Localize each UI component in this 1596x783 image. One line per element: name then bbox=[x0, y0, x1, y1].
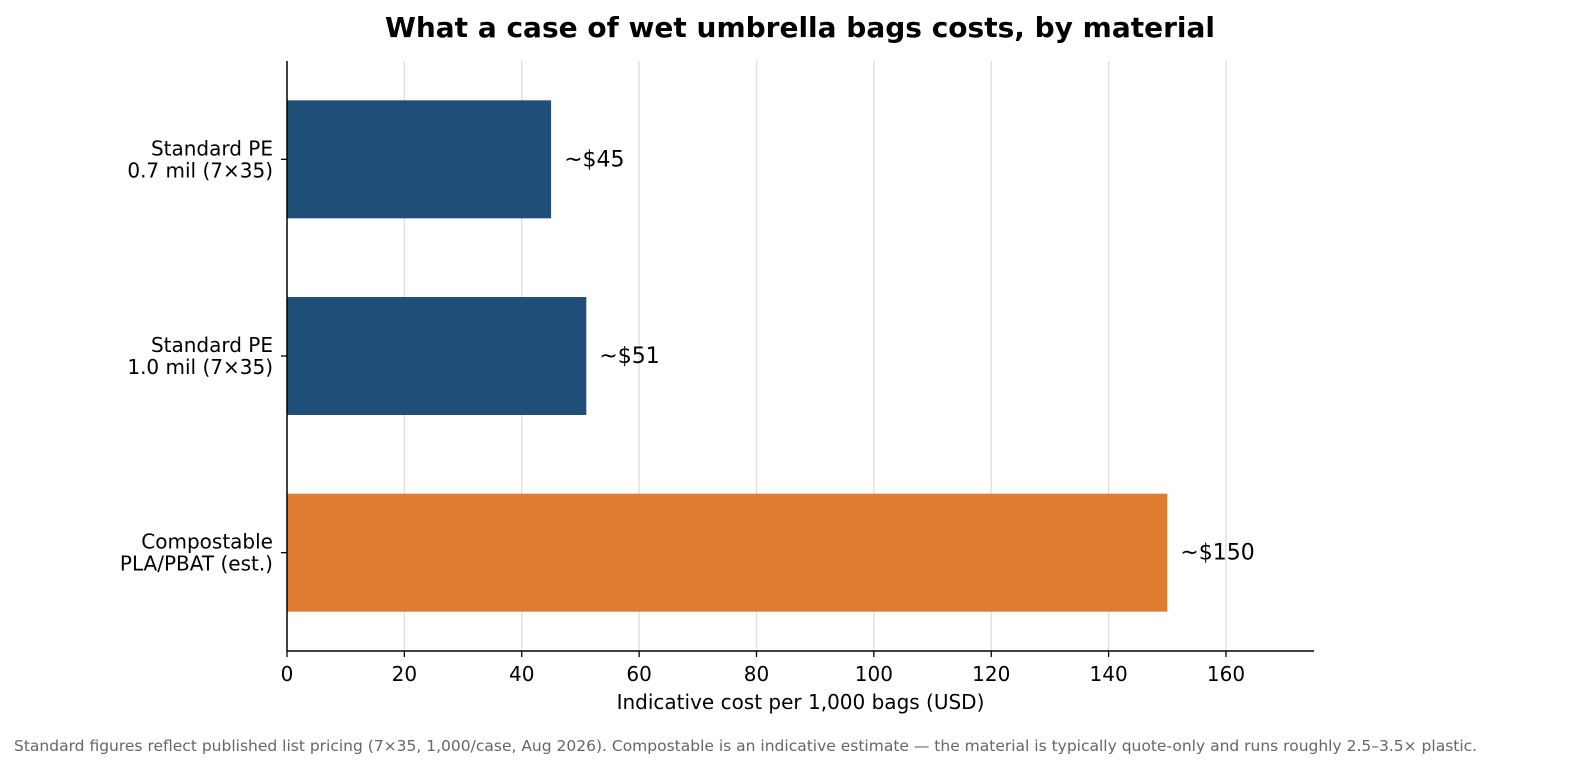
bars bbox=[287, 100, 1168, 612]
data-label: ~$45 bbox=[564, 147, 624, 172]
x-tick-label: 120 bbox=[972, 662, 1010, 686]
data-label: ~$150 bbox=[1180, 541, 1254, 566]
y-ticks: Standard PE 0.7 mil (7×35)Standard PE 1.0 … bbox=[120, 136, 287, 576]
chart-title: What a case of wet umbrella bags costs, … bbox=[385, 11, 1215, 44]
data-label: ~$51 bbox=[599, 344, 659, 369]
x-tick-label: 0 bbox=[281, 662, 294, 686]
y-tick-label: Standard PE 1.0 mil (7×35) bbox=[127, 333, 273, 379]
y-tick-label-line: Compostable bbox=[141, 530, 273, 554]
x-tick-label: 40 bbox=[509, 662, 534, 686]
x-tick-label: 80 bbox=[744, 662, 769, 686]
bar bbox=[287, 100, 552, 219]
y-tick-label: Standard PE 0.7 mil (7×35) bbox=[127, 136, 273, 182]
x-ticks: 0 20 40 60 80 100 120 140 160 bbox=[281, 651, 1245, 686]
footnote: Standard figures reflect published list … bbox=[14, 737, 1477, 755]
data-labels: ~$45 ~$51 ~$150 bbox=[564, 147, 1255, 565]
x-tick-label: 20 bbox=[392, 662, 417, 686]
y-tick-label-line: Standard PE bbox=[151, 333, 273, 357]
x-tick-label: 100 bbox=[855, 662, 893, 686]
x-tick-label: 160 bbox=[1207, 662, 1245, 686]
bar bbox=[287, 297, 587, 415]
x-tick-label: 140 bbox=[1090, 662, 1128, 686]
x-tick-label: 60 bbox=[626, 662, 651, 686]
y-tick-label-line: Standard PE bbox=[151, 136, 273, 160]
y-tick-label-line: PLA/PBAT (est.) bbox=[120, 552, 273, 576]
bar bbox=[287, 493, 1168, 612]
y-tick-label-line: 1.0 mil (7×35) bbox=[127, 355, 273, 379]
y-tick-label: Compostable PLA/PBAT (est.) bbox=[120, 530, 273, 576]
x-axis-title: Indicative cost per 1,000 bags (USD) bbox=[617, 690, 985, 714]
y-tick-label-line: 0.7 mil (7×35) bbox=[127, 158, 273, 182]
